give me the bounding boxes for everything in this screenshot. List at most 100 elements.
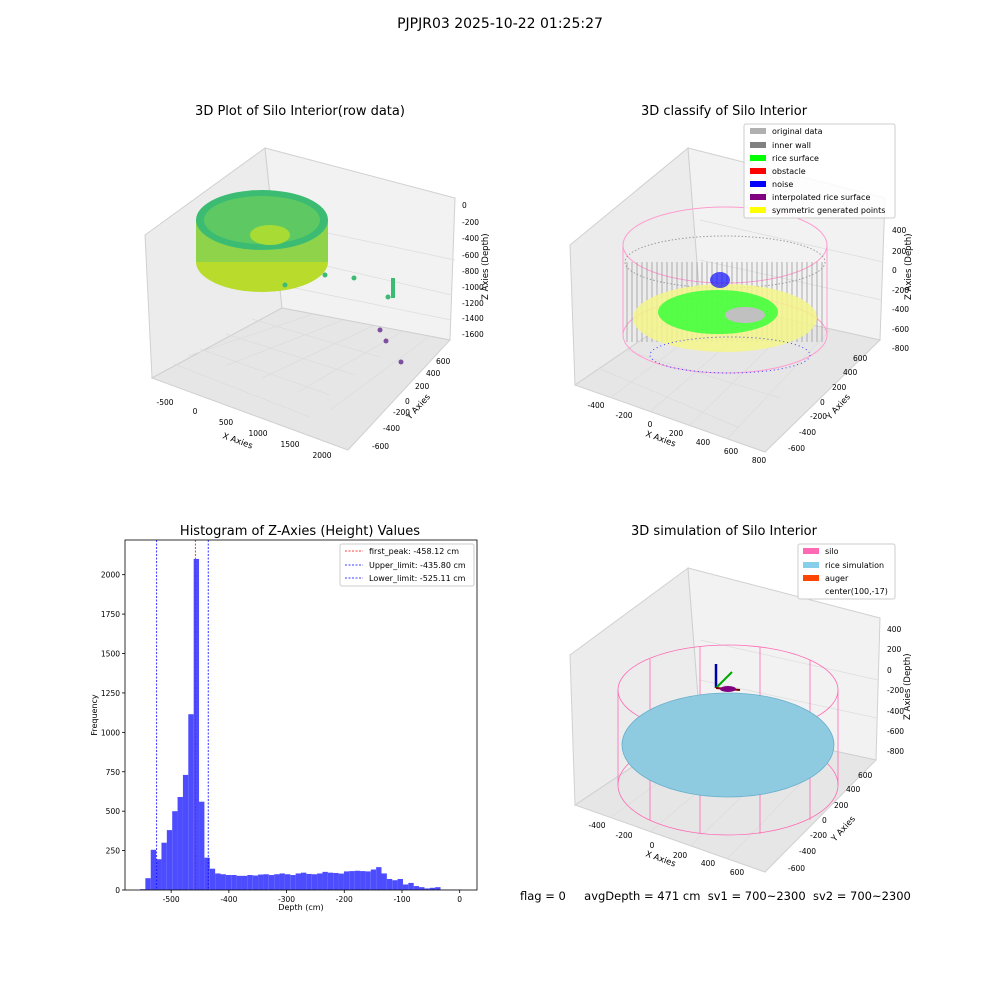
legend-label: rice simulation [825, 561, 884, 570]
classify-legend: original data inner wall rice surface ob… [743, 123, 896, 219]
histogram-bar [301, 872, 307, 890]
z-axis-label: Z Axies (Depth) [481, 233, 491, 300]
y-tick-label: 2000 [101, 571, 120, 580]
tick-label: -1000 [462, 283, 484, 292]
tick-label: 600 [853, 354, 868, 363]
x-tick-label: -100 [393, 895, 410, 904]
histogram-bar [268, 875, 275, 890]
tick-label: -400 [588, 821, 605, 830]
histogram-bar [338, 873, 344, 890]
histogram-bar [435, 887, 441, 890]
histogram-bar [311, 874, 318, 890]
original-data-points [725, 307, 765, 323]
histogram-bar [204, 857, 210, 890]
tick-label: -200 [615, 831, 632, 840]
y-tick-label: 750 [106, 768, 121, 777]
tick-label: 200 [832, 383, 847, 392]
figure-title: PJPJR03 2025-10-22 01:25:27 [397, 16, 603, 32]
tick-label: -600 [462, 251, 479, 260]
histogram-bar [295, 873, 301, 890]
tick-label: -500 [156, 398, 173, 407]
histogram-bar [365, 871, 371, 890]
histogram-bar [419, 887, 425, 890]
tick-label: -800 [462, 267, 479, 276]
legend-swatch [750, 128, 766, 134]
legend-swatch [750, 181, 766, 187]
tick-label: 400 [846, 785, 861, 794]
histogram-bar [172, 811, 178, 890]
tick-label: -400 [799, 847, 816, 856]
x-tick-label: 0 [457, 895, 462, 904]
histogram-bar [220, 874, 226, 890]
histogram-bar [424, 888, 430, 890]
legend-swatch [803, 575, 819, 581]
y-tick-label: 250 [106, 847, 121, 856]
tick-label: 1500 [280, 440, 299, 449]
rice-surface-cluster [250, 225, 290, 245]
histogram-bar [402, 884, 409, 890]
tick-label: -600 [892, 325, 909, 334]
z-axis-label: Z Axies (Depth) [903, 653, 913, 720]
legend-swatch [803, 548, 819, 554]
histogram-bar [247, 875, 253, 890]
histogram-bar [290, 875, 296, 890]
raw-point-cloud [196, 190, 404, 365]
y-tick-label: 1250 [101, 689, 120, 698]
legend-swatch [750, 142, 766, 148]
noise-points [710, 272, 730, 288]
z-axis-label: Z Axies (Depth) [904, 233, 914, 300]
tick-label: 600 [724, 447, 739, 456]
panel4-title: 3D simulation of Silo Interior [631, 524, 817, 539]
x-tick-label: -300 [278, 895, 295, 904]
y-tick-label: 1750 [101, 610, 120, 619]
histogram-bar [166, 830, 173, 890]
tick-label: 600 [730, 868, 745, 877]
histogram-bar [161, 842, 167, 890]
histogram-bar [215, 873, 221, 890]
histogram-bar [150, 849, 157, 890]
tick-label: 0 [892, 266, 897, 275]
silo-cylinder-inner [204, 196, 320, 244]
sv1-text: sv1 = 700~2300 [707, 889, 806, 903]
legend-label: obstacle [772, 167, 806, 176]
tick-label: -600 [788, 864, 805, 873]
x-tick-label: -400 [220, 895, 237, 904]
histogram-bar [386, 878, 393, 890]
histogram-legend: first_peak: -458.12 cm Upper_limit: -435… [339, 543, 475, 587]
tick-label: 200 [669, 429, 684, 438]
legend-label: inner wall [772, 141, 811, 150]
histogram-bar [429, 887, 436, 890]
tick-label: -200 [810, 831, 827, 840]
classified-point-cloud [622, 206, 828, 374]
histogram-bar [284, 874, 291, 890]
tick-label: 800 [752, 456, 767, 465]
inner-wall-top-ring [624, 235, 826, 289]
tick-label: 1000 [248, 429, 267, 438]
legend-label: original data [772, 127, 823, 136]
rice-surface-points [658, 290, 778, 334]
flag-text: flag = 0 [520, 889, 566, 903]
data-point [385, 294, 391, 300]
tick-label: -400 [799, 428, 816, 437]
histogram-bar [381, 873, 387, 890]
histogram-bar [182, 774, 189, 890]
tick-label: -600 [788, 444, 805, 453]
sv2-text: sv2 = 700~2300 [812, 889, 911, 903]
auger-marker [714, 664, 741, 692]
tick-label: -800 [892, 344, 909, 353]
tick-label: 2000 [312, 451, 331, 460]
tick-label: -400 [383, 424, 400, 433]
histogram-bar [317, 873, 323, 890]
x-tick-label: -500 [163, 895, 180, 904]
histogram-bar [333, 872, 339, 890]
histogram-x-ticks: -500 -400 -300 -200 -100 0 [163, 890, 462, 904]
histogram-bar [413, 886, 420, 890]
tick-label: 400 [887, 625, 902, 634]
legend-label: auger [825, 574, 849, 583]
tick-label: 0 [650, 841, 655, 850]
histogram-bar [370, 869, 377, 890]
tick-label: 400 [843, 368, 858, 377]
